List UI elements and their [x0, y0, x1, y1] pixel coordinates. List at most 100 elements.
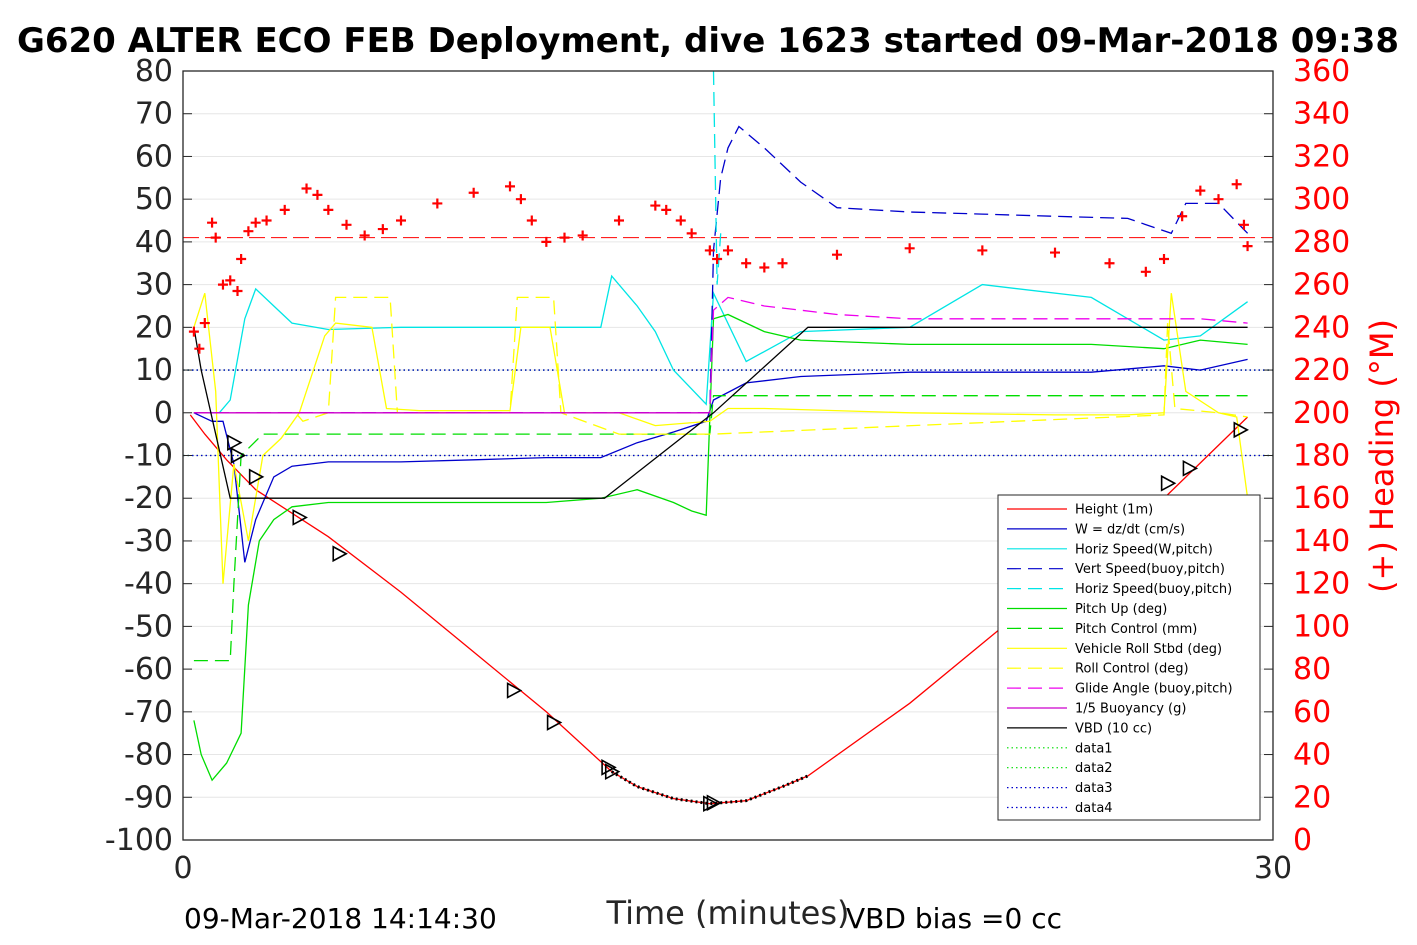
right-axis-label: (+) Heading (°M): [1363, 319, 1401, 593]
heading-point: [759, 262, 770, 273]
left-tick-label: -50: [124, 609, 173, 644]
left-tick-label: 40: [135, 225, 173, 260]
dive-marker: [248, 468, 265, 486]
heading-point: [650, 200, 661, 211]
heading-point: [1213, 194, 1224, 205]
heading-point: [359, 230, 370, 241]
heading-point: [832, 249, 842, 260]
heading-point: [577, 230, 588, 241]
dive-marker: [706, 794, 723, 812]
right-tick-label: 140: [1293, 524, 1350, 559]
heading-point: [505, 181, 515, 192]
series-line-vert_buoy: [193, 125, 1249, 414]
heading-point: [396, 215, 406, 226]
heading-point: [1231, 179, 1242, 190]
dive-marker: [230, 447, 247, 464]
legend-label: data4: [1075, 801, 1113, 816]
right-tick-label: 180: [1293, 439, 1350, 474]
heading-point: [1238, 219, 1249, 230]
dive-marker: [1160, 474, 1177, 492]
heading-point: [199, 318, 210, 329]
heading-point: [243, 226, 254, 237]
heading-point: [712, 253, 723, 264]
left-tick-label: 10: [135, 353, 173, 388]
heading-point: [341, 219, 352, 230]
right-tick-label: 120: [1293, 567, 1350, 602]
heading-point: [468, 187, 479, 198]
legend-label: Pitch Control (mm): [1075, 622, 1197, 637]
heading-point: [675, 215, 686, 226]
heading-point: [777, 258, 788, 269]
right-tick-label: 40: [1293, 738, 1331, 773]
heading-point: [741, 258, 752, 269]
left-tick-label: -10: [124, 439, 173, 474]
left-tick-label: -70: [124, 695, 173, 730]
dive-marker: [292, 509, 308, 526]
right-tick-label: 200: [1293, 396, 1350, 431]
heading-point: [704, 245, 715, 256]
right-tick-label: 80: [1293, 652, 1331, 687]
left-tick-label: 20: [135, 310, 173, 345]
legend-label: Glide Angle (buoy,pitch): [1075, 682, 1233, 697]
right-tick-label: 260: [1293, 268, 1350, 303]
heading-point: [323, 204, 334, 215]
footer-vbd-bias: VBD bias =0 cc: [846, 902, 1062, 935]
heading-point: [232, 286, 243, 297]
heading-point: [614, 215, 624, 226]
left-tick-label: -30: [124, 524, 173, 559]
heading-point: [1104, 258, 1115, 269]
heading-point: [261, 215, 272, 226]
left-tick-label: -20: [124, 481, 173, 516]
series-line-vbd: [193, 326, 1248, 499]
footer-timestamp: 09-Mar-2018 14:14:30: [184, 902, 497, 935]
dive-marker: [703, 795, 719, 813]
series-line-pitch_ctrl: [193, 395, 1248, 662]
legend-label: Roll Control (deg): [1075, 662, 1189, 677]
dive-marker: [546, 714, 563, 731]
heading-point: [188, 326, 199, 337]
legend-label: VBD (10 cc): [1075, 721, 1152, 736]
right-tick-label: 280: [1293, 225, 1350, 260]
heading-point: [1050, 247, 1060, 258]
heading-point: [217, 279, 228, 290]
heading-point: [225, 275, 236, 286]
heading-point: [1159, 253, 1169, 264]
dive-marker: [1182, 459, 1199, 477]
right-tick-label: 100: [1293, 609, 1350, 644]
legend: Height (1m) W = dz/dt (cm/s) Horiz Speed(W…: [997, 494, 1261, 821]
right-tick-label: 60: [1293, 695, 1331, 730]
left-tick-label: 0: [154, 396, 173, 431]
x-axis-label: Time (minutes): [606, 894, 850, 932]
series-line-height: [189, 414, 1249, 805]
left-tick-label: 30: [135, 268, 173, 303]
heading-point: [207, 217, 218, 228]
left-tick-label: 60: [135, 139, 173, 174]
heading-point: [250, 217, 261, 228]
left-tick-label: 50: [135, 182, 173, 217]
left-tick-label: 80: [135, 54, 173, 89]
right-tick-label: 300: [1293, 182, 1350, 217]
heading-point: [236, 253, 247, 264]
heading-point: [977, 245, 988, 256]
heading-point: [301, 183, 312, 194]
heading-point: [312, 189, 323, 200]
right-tick-label: 20: [1293, 780, 1331, 815]
dive-marker: [227, 434, 243, 452]
x-tick-label: 0: [173, 851, 192, 886]
legend-label: Vert Speed(buoy,pitch): [1075, 562, 1225, 577]
left-tick-label: -60: [124, 652, 173, 687]
dive-marker: [332, 545, 348, 563]
series-line-roll: [193, 293, 1249, 584]
dive-marker: [604, 763, 621, 780]
legend-label: Pitch Up (deg): [1075, 602, 1167, 617]
legend-label: data3: [1075, 781, 1113, 796]
heading-point: [377, 224, 388, 235]
plot-area: [183, 70, 1273, 841]
series-line-glide: [193, 296, 1248, 414]
chart-title: G620 ALTER ECO FEB Deployment, dive 1623…: [17, 21, 1399, 61]
heading-point: [432, 198, 443, 209]
legend-label: Vehicle Roll Stbd (deg): [1075, 642, 1222, 657]
series-line-roll_ctrl: [193, 296, 1248, 435]
dive-marker: [506, 682, 523, 699]
